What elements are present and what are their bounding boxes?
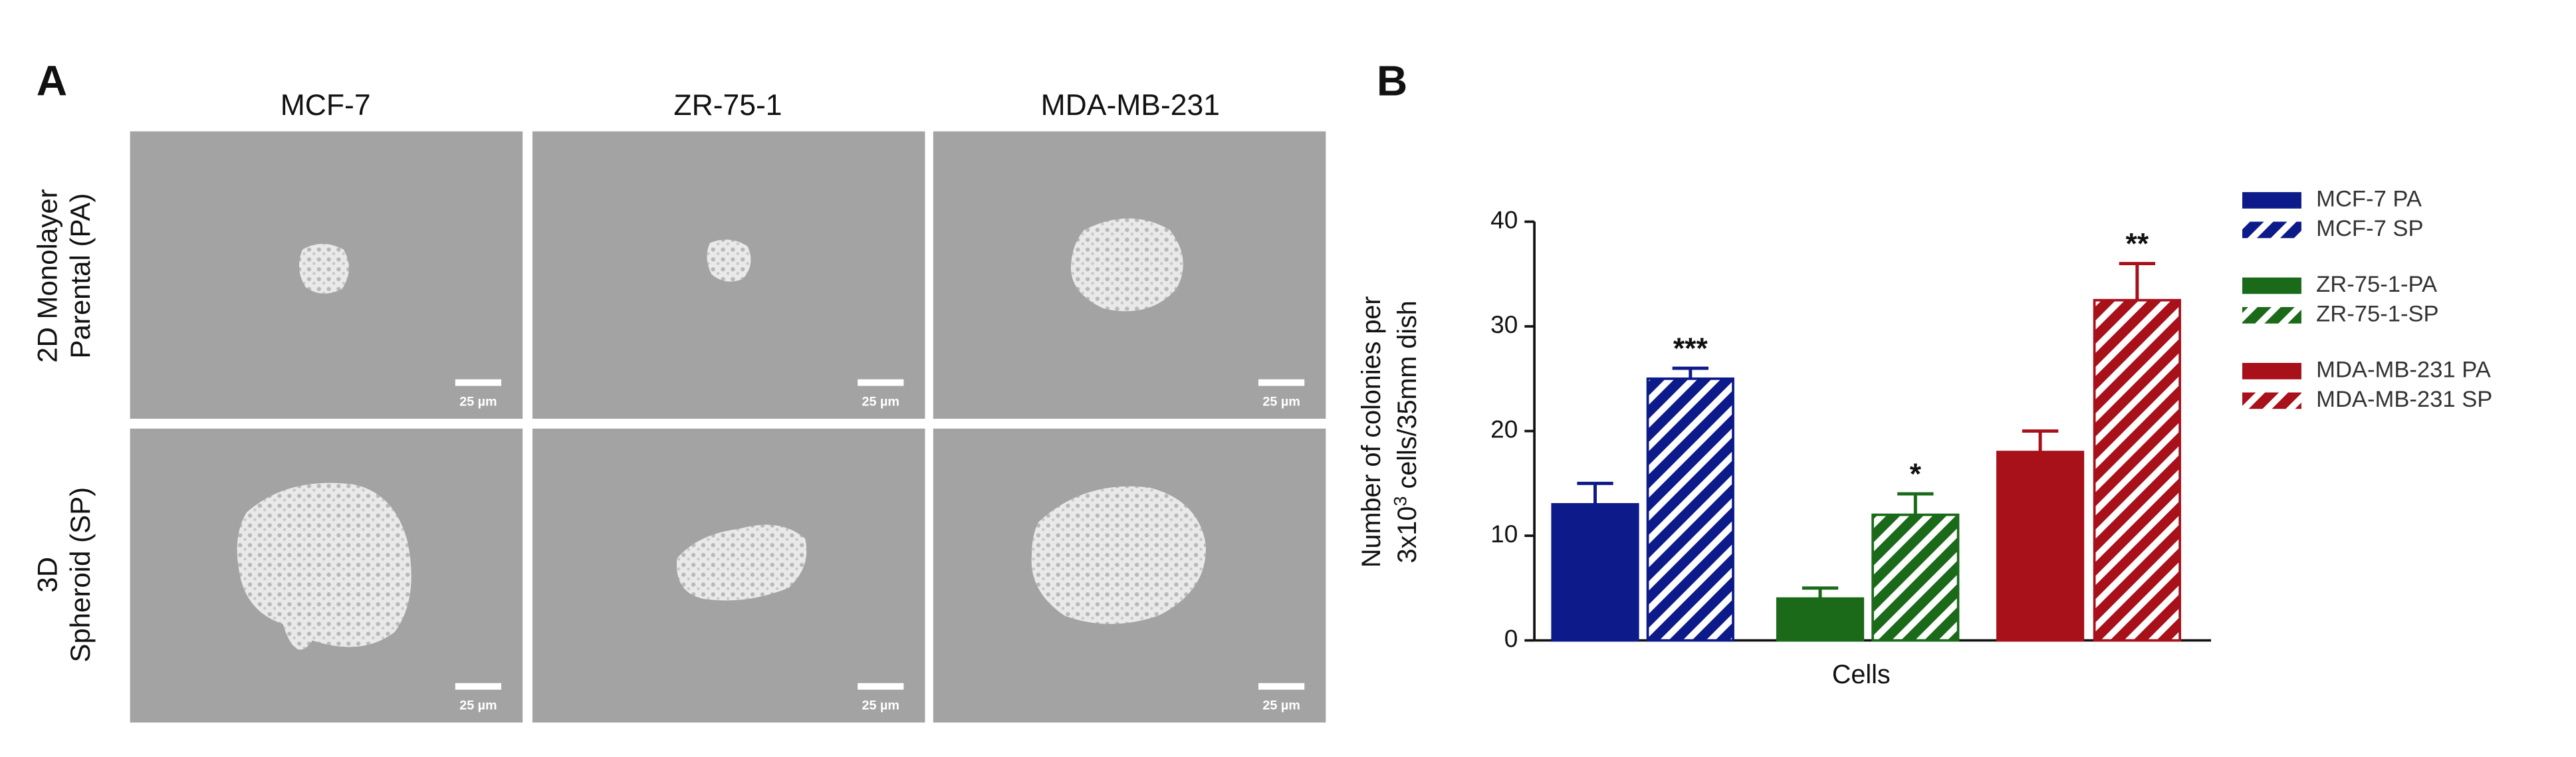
bar [1776,597,1865,642]
column-title: ZR-75-1 [673,89,782,122]
colony [1031,486,1207,624]
row-title-line: Spheroid (SP) [64,487,96,663]
legend-label: ZR-75-1-SP [2316,302,2438,327]
colony [1070,218,1183,312]
label-part: cells/35mm dish [1393,300,1422,496]
label-superscript: 3 [1389,496,1410,506]
y-tick-label: 30 [1490,310,1518,338]
legend-swatch [2242,307,2301,324]
legend-swatch [2242,277,2301,294]
scale-bar-label: 25 µm [862,698,899,712]
legend-label: MCF-7 PA [2316,187,2422,212]
bar [1871,513,1960,642]
legend-swatch [2242,392,2301,409]
scale-bar [858,379,904,386]
x-axis-label: Cells [1832,660,1891,689]
scale-bar [1258,683,1305,690]
y-tick-label: 40 [1490,205,1518,233]
y-axis-label: Number of colonies per 3x103 cells/35mm … [1357,296,1422,568]
significance: * [1910,458,1922,490]
scale-bar-label: 25 µm [1262,698,1300,712]
legend-swatch [2242,363,2301,379]
scale-bar-label: 25 µm [1262,394,1300,409]
legend-swatch [2242,221,2301,239]
row-title-line: Parental (PA) [64,193,96,359]
scale-bar-label: 25 µm [459,698,497,712]
label-part: 3x10 [1393,506,1422,564]
y-tick-label: 0 [1504,624,1518,652]
panel-label: A [37,56,67,104]
micrograph-grid [130,131,1326,723]
colony [707,239,751,282]
colony [237,483,411,650]
row-title-line: 2D Monolayer [32,189,63,362]
legend-swatch [2242,192,2301,209]
scale-bar [858,683,904,690]
y-tick-label: 10 [1490,520,1518,548]
colony [298,243,349,294]
row-title: 2D Monolayer Parental (PA) [32,189,96,362]
y-axis-label-line: Number of colonies per [1357,296,1386,568]
bar [1646,377,1734,642]
scale-bar [455,683,502,690]
legend-label: MCF-7 SP [2316,216,2423,241]
y-tick-label: 20 [1490,415,1518,443]
significance: *** [1673,332,1708,365]
bar [1551,502,1639,642]
scale-bar [455,379,502,386]
panel-label: B [1377,56,1407,104]
y-axis-label-line: 3x103 cells/35mm dish [1389,300,1422,563]
colony [676,524,807,601]
bar [1996,451,2085,642]
column-title: MCF-7 [281,89,371,122]
bar [2093,298,2181,642]
column-title: MDA-MB-231 [1041,89,1220,122]
legend-label: MDA-MB-231 PA [2316,358,2491,383]
scale-bar [1258,379,1305,386]
significance: ** [2126,228,2149,261]
scale-bar-label: 25 µm [459,394,497,409]
row-title-line: 3D [32,557,63,593]
scale-bar-label: 25 µm [862,394,899,409]
legend-label: MDA-MB-231 SP [2316,387,2492,412]
row-title: 3D Spheroid (SP) [32,487,96,663]
legend-label: ZR-75-1-PA [2316,272,2437,297]
